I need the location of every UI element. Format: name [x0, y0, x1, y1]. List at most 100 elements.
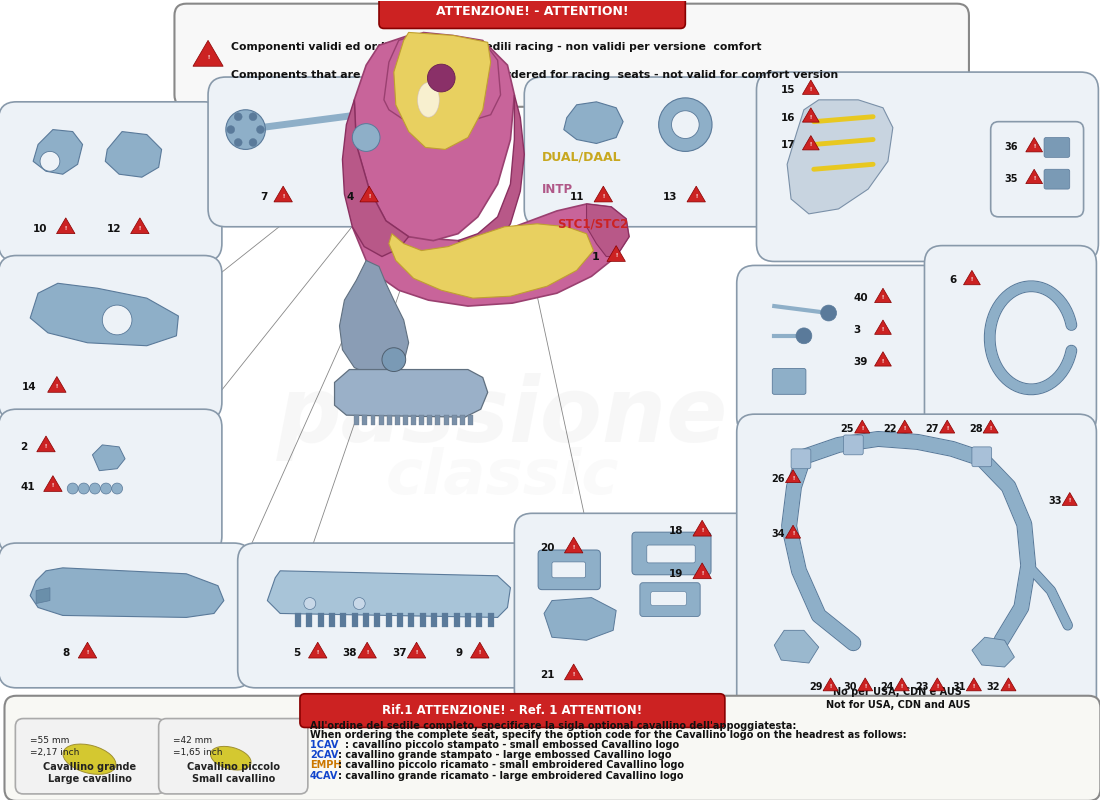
Polygon shape [362, 415, 367, 425]
Circle shape [234, 113, 242, 121]
Polygon shape [33, 130, 82, 174]
Polygon shape [131, 218, 150, 234]
Polygon shape [693, 520, 712, 536]
Polygon shape [106, 131, 162, 177]
Text: 25: 25 [840, 424, 854, 434]
FancyBboxPatch shape [772, 369, 806, 394]
Polygon shape [274, 186, 293, 202]
Text: 17: 17 [781, 141, 795, 150]
Text: =42 mm
=1,65 inch: =42 mm =1,65 inch [174, 737, 223, 757]
Text: 38: 38 [342, 648, 356, 658]
Text: !: ! [139, 226, 141, 230]
FancyBboxPatch shape [15, 718, 165, 794]
Text: !: ! [615, 254, 617, 258]
Polygon shape [874, 320, 891, 334]
Text: !: ! [861, 426, 864, 431]
Text: 5: 5 [293, 648, 300, 658]
Polygon shape [465, 614, 471, 627]
Text: When ordering the complete seat, specify the option code for the Cavallino logo : When ordering the complete seat, specify… [310, 730, 906, 741]
Polygon shape [340, 261, 409, 375]
Circle shape [428, 64, 455, 92]
Polygon shape [802, 80, 820, 94]
Text: 2CAV: 2CAV [310, 750, 338, 760]
FancyBboxPatch shape [538, 550, 601, 590]
Polygon shape [318, 614, 323, 627]
Text: 11: 11 [570, 192, 584, 202]
Polygon shape [858, 678, 872, 691]
Polygon shape [387, 415, 392, 425]
Text: 7: 7 [261, 192, 267, 202]
Circle shape [102, 305, 132, 335]
Text: No per USA, CDN e AUS
Not for USA, CDN and AUS: No per USA, CDN e AUS Not for USA, CDN a… [825, 687, 970, 710]
Text: !: ! [865, 684, 867, 689]
Text: 23: 23 [915, 682, 930, 692]
Polygon shape [930, 678, 945, 691]
Text: : cavallino piccolo stampato - small embossed Cavallino logo: : cavallino piccolo stampato - small emb… [345, 740, 680, 750]
Text: 10: 10 [33, 224, 47, 234]
Circle shape [304, 598, 316, 610]
Circle shape [256, 126, 264, 134]
Polygon shape [407, 642, 426, 658]
Text: !: ! [701, 528, 703, 533]
Polygon shape [352, 614, 358, 627]
Polygon shape [544, 598, 616, 640]
FancyBboxPatch shape [175, 4, 969, 106]
Text: 1CAV: 1CAV [310, 740, 342, 750]
Text: !: ! [1033, 145, 1035, 150]
Polygon shape [1001, 678, 1016, 691]
Text: 40: 40 [854, 293, 868, 303]
Polygon shape [564, 664, 583, 680]
FancyBboxPatch shape [0, 410, 222, 554]
Polygon shape [774, 630, 818, 663]
Text: 33: 33 [1048, 497, 1062, 506]
FancyBboxPatch shape [300, 694, 725, 727]
Text: 39: 39 [854, 357, 868, 366]
Polygon shape [30, 568, 224, 618]
Polygon shape [47, 377, 66, 392]
Text: Componenti validi ed ordinabili solo per sedili racing - non validi per versione: Componenti validi ed ordinabili solo per… [231, 42, 761, 52]
Text: 35: 35 [1004, 174, 1018, 184]
Text: ATTENZIONE! - ATTENTION!: ATTENZIONE! - ATTENTION! [436, 5, 628, 18]
Polygon shape [342, 100, 409, 257]
Text: Cavallino grande
Large cavallino: Cavallino grande Large cavallino [43, 762, 136, 784]
Text: !: ! [946, 426, 948, 431]
Text: !: ! [602, 194, 604, 199]
Polygon shape [428, 415, 432, 425]
Polygon shape [586, 204, 629, 257]
FancyBboxPatch shape [651, 592, 686, 606]
Polygon shape [295, 614, 301, 627]
Text: !: ! [207, 55, 209, 60]
Text: STC1/STC2: STC1/STC2 [557, 218, 628, 230]
Polygon shape [397, 614, 403, 627]
Text: 19: 19 [669, 569, 683, 578]
Text: 14: 14 [22, 382, 37, 392]
Polygon shape [964, 270, 980, 285]
Text: 21: 21 [540, 670, 554, 680]
Circle shape [352, 124, 379, 151]
Text: 36: 36 [1004, 142, 1018, 153]
Circle shape [821, 305, 836, 321]
Polygon shape [436, 415, 440, 425]
Text: 8: 8 [63, 648, 70, 658]
Text: !: ! [936, 684, 938, 689]
Text: 4: 4 [346, 192, 354, 202]
Text: 18: 18 [669, 526, 683, 536]
Polygon shape [394, 33, 491, 150]
Polygon shape [389, 224, 593, 298]
Polygon shape [894, 678, 910, 691]
Polygon shape [44, 476, 63, 491]
Text: 34: 34 [771, 529, 784, 539]
Text: : cavallino grande ricamato - large embroidered Cavallino logo: : cavallino grande ricamato - large embr… [339, 771, 684, 781]
Text: 13: 13 [662, 192, 678, 202]
Text: !: ! [971, 278, 974, 282]
Text: 22: 22 [883, 424, 896, 434]
Text: : cavallino grande stampato - large embossed Cavallino logo: : cavallino grande stampato - large embo… [339, 750, 672, 760]
Circle shape [659, 98, 712, 151]
Polygon shape [458, 95, 525, 254]
Text: !: ! [695, 194, 697, 199]
Text: !: ! [56, 384, 58, 390]
Text: 4CAV: 4CAV [310, 771, 338, 781]
Text: 32: 32 [987, 682, 1000, 692]
FancyBboxPatch shape [647, 545, 695, 563]
Polygon shape [334, 370, 487, 417]
